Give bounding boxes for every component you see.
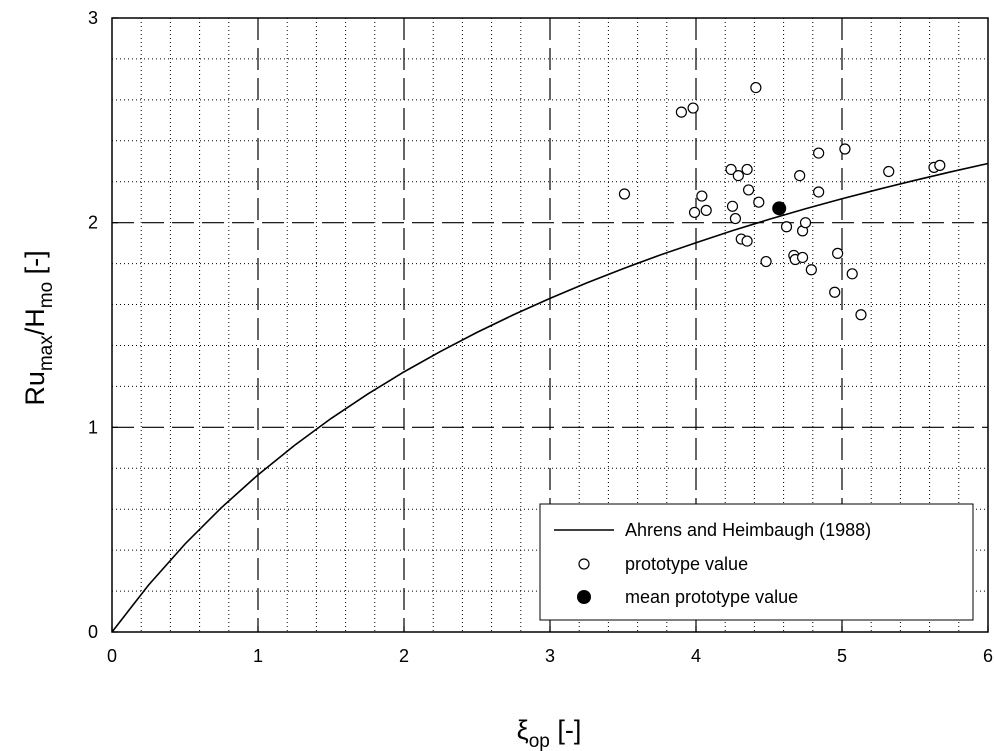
prototype-point xyxy=(741,163,753,176)
y-tick-label: 0 xyxy=(88,622,98,642)
x-tick-label: 3 xyxy=(545,646,555,666)
y-tick-label: 2 xyxy=(88,213,98,233)
prototype-point xyxy=(741,235,753,247)
prototype-point xyxy=(618,188,631,200)
prototype-point xyxy=(725,163,737,176)
prototype-point xyxy=(742,184,755,196)
x-tick-label: 2 xyxy=(399,646,409,666)
x-axis-title: ξop [-] xyxy=(517,715,582,751)
legend: Ahrens and Heimbaugh (1988) prototype va… xyxy=(539,503,974,621)
prototype-point xyxy=(753,196,765,208)
prototype-point xyxy=(855,309,867,321)
y-axis-title-part: mo xyxy=(36,282,57,308)
axis-ticks xyxy=(111,17,989,633)
prototype-point xyxy=(829,286,841,298)
legend-box xyxy=(539,503,974,621)
x-tick-label: 0 xyxy=(107,646,117,666)
y-axis-title-part: Ru xyxy=(20,371,50,406)
prototype-point xyxy=(934,159,946,171)
prototype-point xyxy=(732,169,744,182)
tick-labels: 0 1 2 3 4 5 6 0 1 2 3 xyxy=(88,8,993,666)
y-axis-title-part: /H xyxy=(20,308,50,335)
prototype-point xyxy=(688,206,701,219)
x-tick-label: 4 xyxy=(691,646,701,666)
x-tick-label: 6 xyxy=(983,646,993,666)
prototype-point xyxy=(675,106,688,118)
y-axis-title-part: max xyxy=(36,335,57,371)
major-grid xyxy=(112,18,988,632)
prototype-point xyxy=(883,165,895,178)
prototype-point xyxy=(799,217,812,229)
ahrens-heimbaugh-curve xyxy=(111,162,989,633)
prototype-point xyxy=(750,81,762,94)
prototype-point xyxy=(700,204,712,216)
prototype-point xyxy=(813,147,825,159)
prototype-point xyxy=(696,190,708,202)
prototype-point xyxy=(796,251,809,264)
x-axis-title-subscript: op xyxy=(529,731,550,751)
legend-label-prototype: prototype value xyxy=(625,554,748,574)
prototype-point xyxy=(760,255,772,268)
x-tick-label: 5 xyxy=(837,646,847,666)
prototype-point xyxy=(813,186,825,198)
prototype-point xyxy=(805,264,817,276)
x-axis-title-suffix: [-] xyxy=(550,715,582,745)
y-axis-title: Rumax/Hmo [-] xyxy=(20,250,57,405)
y-tick-label: 3 xyxy=(88,8,98,28)
prototype-point xyxy=(794,169,806,182)
legend-filled-circle-marker xyxy=(577,590,591,604)
x-tick-label: 1 xyxy=(253,646,263,666)
mean-prototype-point xyxy=(772,201,787,216)
legend-label-ahrens: Ahrens and Heimbaugh (1988) xyxy=(625,520,871,540)
prototype-point xyxy=(846,268,858,280)
prototype-point xyxy=(729,212,742,225)
prototype-point xyxy=(832,247,844,259)
plot-area xyxy=(111,17,989,633)
prototype-point xyxy=(780,221,793,233)
prototype-point xyxy=(726,200,739,212)
y-tick-label: 1 xyxy=(88,417,98,437)
y-axis-title-part: [-] xyxy=(20,250,50,282)
prototype-point xyxy=(839,143,851,155)
legend-open-circle-marker xyxy=(578,558,590,570)
prototype-point xyxy=(687,102,699,114)
x-axis-title-base: ξ xyxy=(517,715,529,745)
legend-label-mean: mean prototype value xyxy=(625,587,798,607)
